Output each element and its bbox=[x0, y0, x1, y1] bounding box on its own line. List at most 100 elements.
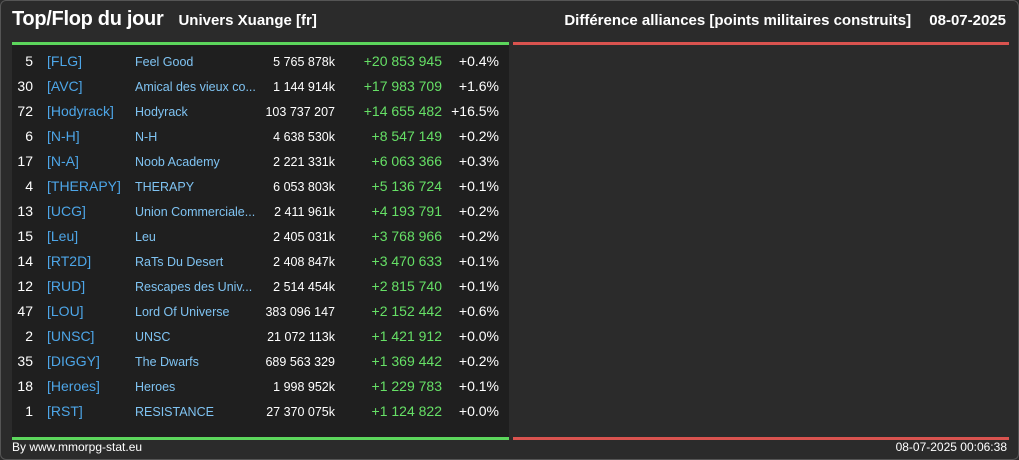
percent-cell: +0.2% bbox=[458, 353, 499, 369]
diff-cell: +5 136 724 bbox=[371, 178, 442, 194]
subject-label: Différence alliances [points militaires … bbox=[564, 12, 912, 29]
alliance-name-link[interactable]: THERAPY bbox=[135, 180, 195, 194]
table-row: 18 [Heroes] Heroes 1 998 952k +1 229 783 +0.1… bbox=[12, 374, 509, 399]
alliance-tag-link[interactable]: [RST] bbox=[47, 403, 83, 419]
table-row: 47 [LOU] Lord Of Universe 383 096 147 +2 152… bbox=[12, 299, 509, 324]
diff-cell: +20 853 945 bbox=[363, 53, 442, 69]
alliance-tag-link[interactable]: [N-A] bbox=[47, 153, 79, 169]
points-cell: 27 370 075k bbox=[266, 405, 335, 419]
header-date: 08-07-2025 bbox=[929, 12, 1006, 29]
table-row: 13 [UCG] Union Commerciale... 2 411 961k +4 … bbox=[12, 199, 509, 224]
header-left: Top/Flop du jour Univers Xuange [fr] bbox=[12, 8, 317, 36]
alliance-tag-link[interactable]: [UNSC] bbox=[47, 328, 95, 344]
table-row: 15 [Leu] Leu 2 405 031k +3 768 966 +0.2% bbox=[12, 224, 509, 249]
rank-cell: 15 bbox=[17, 228, 33, 244]
rank-cell: 4 bbox=[25, 178, 33, 194]
rank-cell: 47 bbox=[17, 303, 33, 319]
rank-cell: 12 bbox=[17, 278, 33, 294]
table-row: 1 [RST] RESISTANCE 27 370 075k +1 124 822 +0.… bbox=[12, 399, 509, 424]
diff-cell: +14 655 482 bbox=[363, 103, 442, 119]
alliance-tag-link[interactable]: [LOU] bbox=[47, 303, 84, 319]
percent-cell: +16.5% bbox=[451, 103, 499, 119]
alliance-name-link[interactable]: Rescapes des Univ... bbox=[135, 280, 253, 294]
percent-cell: +0.1% bbox=[458, 278, 499, 294]
points-cell: 2 221 331k bbox=[273, 155, 335, 169]
diff-cell: +1 124 822 bbox=[371, 403, 442, 419]
rank-cell: 72 bbox=[17, 103, 33, 119]
diff-cell: +4 193 791 bbox=[371, 203, 442, 219]
alliance-name-link[interactable]: Noob Academy bbox=[135, 155, 220, 169]
table-row: 14 [RT2D] RaTs Du Desert 2 408 847k +3 470 6… bbox=[12, 249, 509, 274]
rank-cell: 18 bbox=[17, 378, 33, 394]
diff-cell: +3 768 966 bbox=[371, 228, 442, 244]
points-cell: 5 765 878k bbox=[273, 55, 335, 69]
table-row: 30 [AVC] Amical des vieux co... 1 144 914k +… bbox=[12, 74, 509, 99]
rank-cell: 35 bbox=[17, 353, 33, 369]
rank-cell: 1 bbox=[25, 403, 33, 419]
points-cell: 4 638 530k bbox=[273, 130, 335, 144]
points-cell: 2 405 031k bbox=[273, 230, 335, 244]
rank-cell: 2 bbox=[25, 328, 33, 344]
alliance-name-link[interactable]: RESISTANCE bbox=[135, 405, 214, 419]
points-cell: 2 408 847k bbox=[273, 255, 335, 269]
diff-cell: +17 983 709 bbox=[363, 78, 442, 94]
alliance-tag-link[interactable]: [AVC] bbox=[47, 78, 83, 94]
percent-cell: +0.6% bbox=[458, 303, 499, 319]
alliance-name-link[interactable]: UNSC bbox=[135, 330, 171, 344]
alliance-name-link[interactable]: Amical des vieux co... bbox=[135, 80, 256, 94]
percent-cell: +0.3% bbox=[458, 153, 499, 169]
footer-timestamp: 08-07-2025 00:06:38 bbox=[895, 440, 1007, 454]
flop-panel bbox=[513, 42, 1009, 440]
alliance-tag-link[interactable]: [FLG] bbox=[47, 53, 83, 69]
points-cell: 1 144 914k bbox=[273, 80, 335, 94]
alliance-tag-link[interactable]: [RT2D] bbox=[47, 253, 92, 269]
rank-cell: 6 bbox=[25, 128, 33, 144]
percent-cell: +0.4% bbox=[458, 53, 499, 69]
percent-cell: +1.6% bbox=[458, 78, 499, 94]
percent-cell: +0.1% bbox=[458, 178, 499, 194]
top-panel: 5 [FLG] Feel Good 5 765 878k +20 853 945 +0.4… bbox=[12, 42, 509, 440]
alliance-tag-link[interactable]: [RUD] bbox=[47, 278, 86, 294]
alliance-tag-link[interactable]: [THERAPY] bbox=[47, 178, 121, 194]
page-title: Top/Flop du jour bbox=[12, 8, 164, 30]
alliance-name-link[interactable]: Leu bbox=[135, 230, 156, 244]
rank-cell: 14 bbox=[17, 253, 33, 269]
table-row: 6 [N-H] N-H 4 638 530k +8 547 149 +0.2% bbox=[12, 124, 509, 149]
alliance-tag-link[interactable]: [Leu] bbox=[47, 228, 79, 244]
table-row: 2 [UNSC] UNSC 21 072 113k +1 421 912 +0.0% bbox=[12, 324, 509, 349]
points-cell: 2 411 961k bbox=[274, 205, 335, 219]
diff-cell: +2 815 740 bbox=[371, 278, 442, 294]
credit-link[interactable]: By www.mmorpg-stat.eu bbox=[12, 440, 143, 454]
alliance-tag-link[interactable]: [Hodyrack] bbox=[47, 103, 114, 119]
alliance-tag-link[interactable]: [Heroes] bbox=[47, 378, 100, 394]
alliance-name-link[interactable]: Hodyrack bbox=[135, 105, 188, 119]
alliance-tag-link[interactable]: [UCG] bbox=[47, 203, 86, 219]
top-list: 5 [FLG] Feel Good 5 765 878k +20 853 945 +0.4… bbox=[12, 49, 509, 424]
table-row: 35 [DIGGY] The Dwarfs 689 563 329 +1 369 442… bbox=[12, 349, 509, 374]
alliance-name-link[interactable]: Heroes bbox=[135, 380, 176, 394]
table-row: 5 [FLG] Feel Good 5 765 878k +20 853 945 +0.4… bbox=[12, 49, 509, 74]
points-cell: 6 053 803k bbox=[273, 180, 335, 194]
points-cell: 689 563 329 bbox=[265, 355, 335, 369]
diff-cell: +3 470 633 bbox=[371, 253, 442, 269]
percent-cell: +0.2% bbox=[458, 228, 499, 244]
points-cell: 103 737 207 bbox=[265, 105, 335, 119]
table-row: 72 [Hodyrack] Hodyrack 103 737 207 +14 655 4… bbox=[12, 99, 509, 124]
percent-cell: +0.2% bbox=[458, 203, 499, 219]
alliance-name-link[interactable]: Lord Of Universe bbox=[135, 305, 230, 319]
alliance-name-link[interactable]: The Dwarfs bbox=[135, 355, 199, 369]
diff-cell: +2 152 442 bbox=[371, 303, 442, 319]
diff-cell: +1 229 783 bbox=[371, 378, 442, 394]
alliance-tag-link[interactable]: [DIGGY] bbox=[47, 353, 100, 369]
points-cell: 21 072 113k bbox=[267, 330, 335, 344]
alliance-name-link[interactable]: Feel Good bbox=[135, 55, 194, 69]
alliance-name-link[interactable]: RaTs Du Desert bbox=[135, 255, 224, 269]
alliance-name-link[interactable]: Union Commerciale... bbox=[135, 205, 256, 219]
alliance-tag-link[interactable]: [N-H] bbox=[47, 128, 80, 144]
percent-cell: +0.1% bbox=[458, 253, 499, 269]
header-right: Différence alliances [points militaires … bbox=[564, 12, 1006, 29]
diff-cell: +6 063 366 bbox=[371, 153, 442, 169]
alliance-name-link[interactable]: N-H bbox=[135, 130, 158, 144]
percent-cell: +0.0% bbox=[458, 403, 499, 419]
